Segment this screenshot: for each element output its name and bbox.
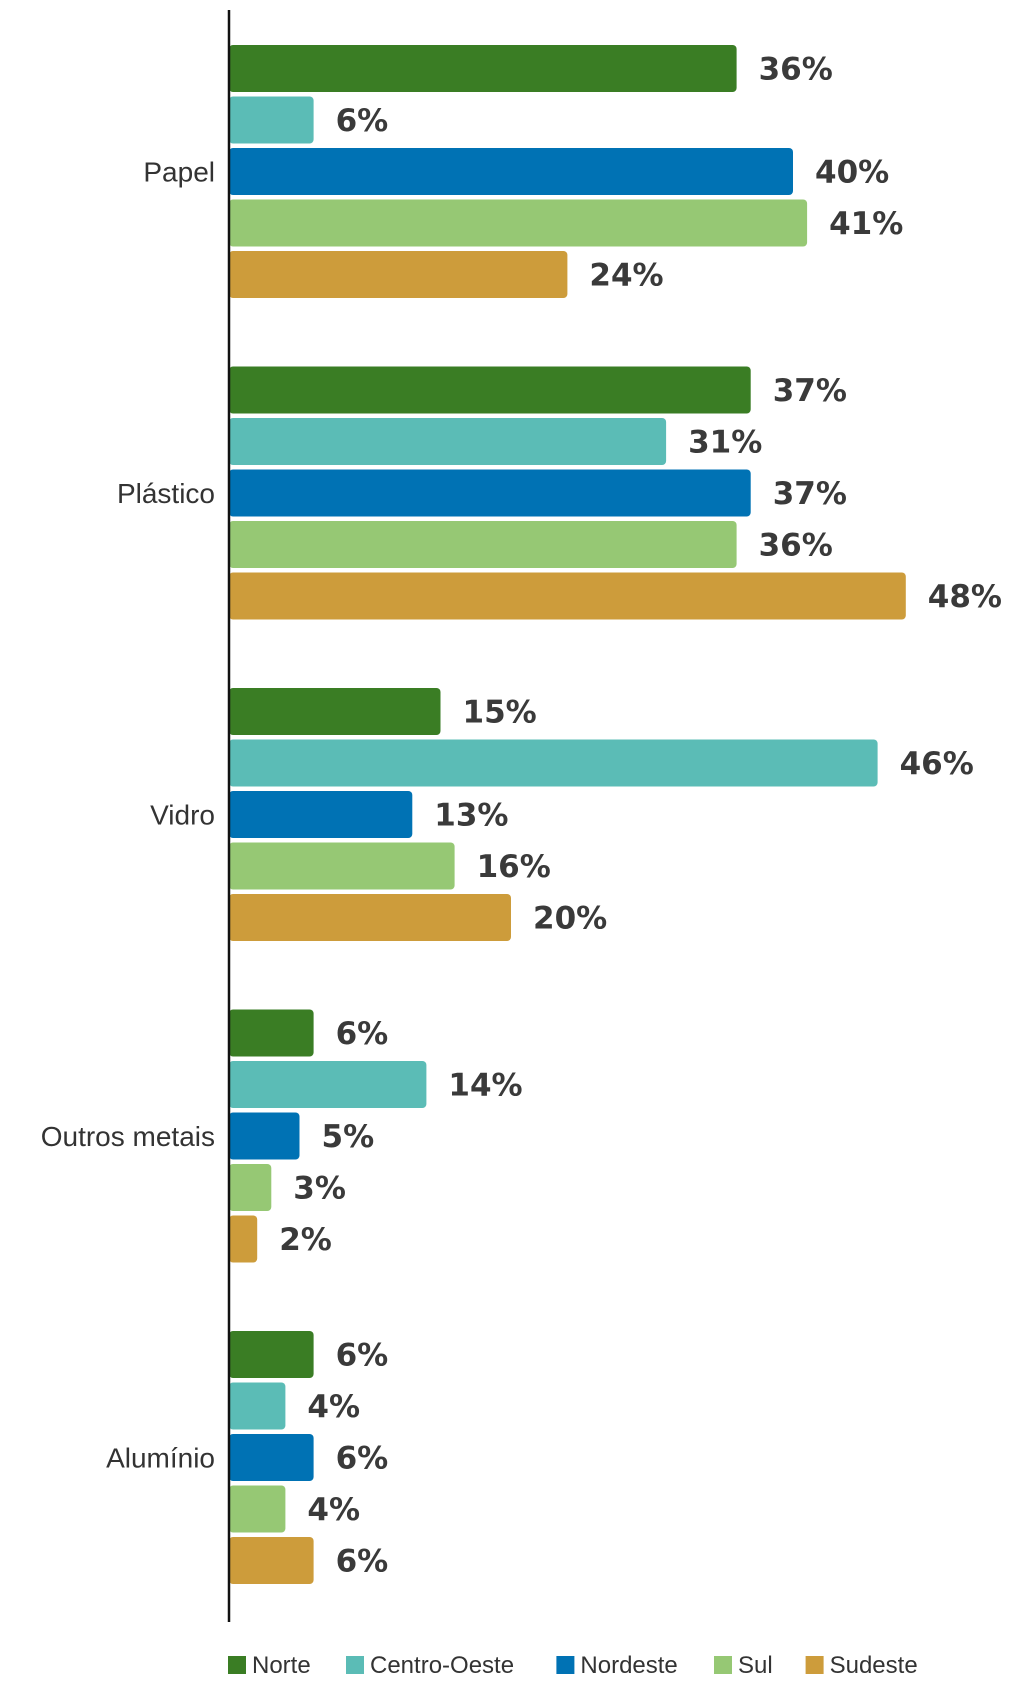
value-label-aluminio-norte: 6% [336,1338,389,1374]
value-label-papel-sul: 41% [829,206,903,242]
value-label-vidro-centro-oeste: 46% [900,746,974,782]
value-label-vidro-nordeste: 13% [434,798,508,834]
legend: Norte Centro-Oeste Nordeste Sul Sudeste [228,1652,918,1679]
value-label-vidro-sudeste: 20% [533,901,607,937]
category-label-outros-metais: Outros metais [41,1121,215,1152]
value-label-aluminio-sul: 4% [307,1492,360,1528]
category-label-plastico: Plástico [117,478,215,509]
legend-label-centro-oeste: Centro-Oeste [370,1652,514,1679]
bar-outros-metais-norte [229,1009,314,1057]
category-label-aluminio: Alumínio [106,1443,215,1474]
bar-plastico-sudeste [229,572,906,620]
bar-papel-norte [229,45,737,92]
value-label-plastico-norte: 37% [773,373,847,409]
bar-papel-sul [229,199,808,247]
bar-papel-centro-oeste [229,96,314,144]
value-label-aluminio-sudeste: 6% [336,1544,389,1580]
bar-vidro-sudeste [229,894,511,941]
value-label-outros-metais-nordeste: 5% [322,1119,375,1155]
legend-label-nordeste: Nordeste [580,1652,677,1679]
bar-outros-metais-sul [229,1164,272,1211]
bar-papel-nordeste [229,148,793,195]
value-label-outros-metais-sul: 3% [293,1171,346,1207]
bar-aluminio-centro-oeste [229,1382,286,1430]
value-label-outros-metais-norte: 6% [336,1016,389,1052]
bar-aluminio-sudeste [229,1537,314,1584]
bar-outros-metais-nordeste [229,1112,300,1160]
category-labels-layer: Papel Plástico Vidro Outros metais Alumínio [41,157,215,1474]
legend-swatch-centro-oeste [346,1656,364,1674]
bar-aluminio-nordeste [229,1434,314,1481]
bar-outros-metais-centro-oeste [229,1061,427,1108]
value-label-papel-sudeste: 24% [589,258,663,294]
value-label-outros-metais-sudeste: 2% [279,1222,332,1258]
legend-label-sudeste: Sudeste [830,1652,918,1679]
bar-plastico-centro-oeste [229,418,667,465]
legend-label-sul: Sul [738,1652,773,1679]
bar-aluminio-sul [229,1485,286,1533]
bar-vidro-sul [229,842,455,890]
legend-swatch-sudeste [805,1656,824,1674]
legend-swatch-nordeste [556,1656,575,1674]
value-label-papel-nordeste: 40% [815,155,889,191]
category-label-papel: Papel [143,157,215,188]
value-label-aluminio-nordeste: 6% [336,1441,389,1477]
legend-swatch-sul [714,1656,732,1674]
legend-swatch-norte [228,1656,246,1674]
bar-plastico-norte [229,366,751,414]
bar-vidro-norte [229,688,441,735]
value-label-plastico-nordeste: 37% [773,476,847,512]
bar-plastico-sul [229,521,737,568]
bars-layer [229,45,906,1584]
value-label-plastico-centro-oeste: 31% [688,425,762,461]
value-labels-layer: 36% 6% 40% 41% 24% 37% 31% 37% 36% 48% 15% 46% 13% 16… [279,52,1002,1580]
bar-plastico-nordeste [229,469,751,517]
bar-aluminio-norte [229,1331,314,1378]
bar-outros-metais-sudeste [229,1215,258,1263]
value-label-outros-metais-centro-oeste: 14% [448,1068,522,1104]
value-label-vidro-sul: 16% [477,849,551,885]
value-label-vidro-norte: 15% [463,695,537,731]
bar-vidro-nordeste [229,791,413,838]
bar-vidro-centro-oeste [229,739,878,787]
bar-papel-sudeste [229,251,568,298]
category-label-vidro: Vidro [150,800,215,831]
value-label-plastico-sudeste: 48% [928,579,1002,615]
value-label-plastico-sul: 36% [759,528,833,564]
value-label-aluminio-centro-oeste: 4% [307,1389,360,1425]
value-label-papel-norte: 36% [759,52,833,88]
value-label-papel-centro-oeste: 6% [336,103,389,139]
legend-label-norte: Norte [252,1652,311,1679]
